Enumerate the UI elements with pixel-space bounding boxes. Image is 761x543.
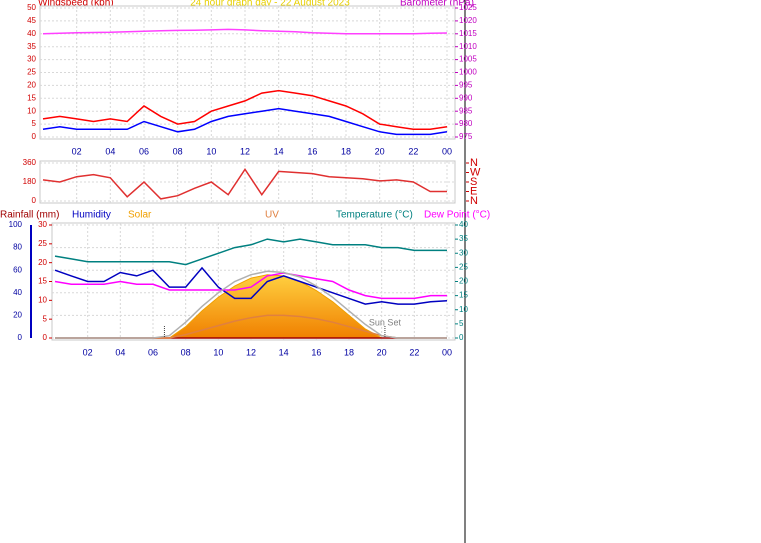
y-tick-label: 40 (13, 288, 22, 297)
y-tick-label: 25 (38, 239, 47, 248)
x-tick-label: 18 (341, 146, 351, 156)
x-tick-label: 08 (173, 146, 183, 156)
y-tick-label: 35 (459, 234, 468, 243)
x-tick-label: 00 (442, 347, 452, 357)
x-tick-label: 22 (408, 146, 418, 156)
y-tick-label: 30 (27, 55, 36, 64)
legend-label: Dew Point (°C) (424, 210, 490, 221)
y-tick-label: 10 (459, 305, 468, 314)
x-tick-label: 06 (148, 347, 158, 357)
series-line (42, 89, 448, 131)
y-tick-label: 980 (459, 119, 473, 128)
y-tick-label: 15 (27, 93, 36, 102)
x-tick-label: 10 (213, 347, 223, 357)
x-tick-label: 22 (409, 347, 419, 357)
legend-label: Temperature (°C) (336, 210, 413, 221)
y-tick-label: 50 (27, 3, 36, 12)
series-line (54, 266, 448, 305)
legend-label: Humidity (72, 210, 111, 221)
annotation: Sun Set (369, 317, 402, 327)
y-tick-label: 25 (27, 68, 36, 77)
y-tick-label: 80 (13, 243, 22, 252)
x-tick-label: 00 (442, 146, 452, 156)
y-tick-label: 0 (459, 333, 464, 342)
series-line (55, 270, 447, 339)
x-tick-label: 20 (375, 146, 385, 156)
series-line (42, 167, 447, 200)
y-tick-label: 0 (43, 333, 48, 342)
x-tick-label: 18 (344, 347, 354, 357)
y-tick-label: 20 (38, 258, 47, 267)
x-tick-label: 08 (181, 347, 191, 357)
y-tick-label: 35 (27, 42, 36, 51)
y-tick-label: 60 (13, 265, 22, 274)
y-tick-label: N (470, 195, 478, 207)
y-tick-label: 30 (459, 248, 468, 257)
y-tick-label: E (470, 185, 477, 197)
y-tick-label: 20 (27, 81, 36, 90)
series-line (54, 238, 447, 266)
y-tick-label: 985 (459, 106, 473, 115)
legend-label: Rainfall (mm) (0, 210, 59, 221)
y-axis-label: Windspeed (kph) (38, 0, 114, 9)
x-tick-label: 12 (246, 347, 256, 357)
y-tick-label: 10 (27, 106, 36, 115)
x-tick-label: 02 (72, 146, 82, 156)
series-line (42, 107, 448, 136)
y-tick-label: 990 (459, 93, 473, 102)
y-tick-label: 1020 (459, 16, 477, 25)
legend-label: UV (265, 210, 279, 221)
y-tick-label: 15 (459, 291, 468, 300)
y-tick-label: 30 (38, 220, 47, 229)
series-line (42, 28, 448, 35)
y-tick-label: 10 (38, 295, 47, 304)
x-tick-label: 02 (83, 347, 93, 357)
x-tick-label: 20 (377, 347, 387, 357)
x-tick-label: 04 (115, 347, 125, 357)
y-tick-label: 1015 (459, 29, 477, 38)
x-tick-label: 04 (105, 146, 115, 156)
y-tick-label: 20 (459, 277, 468, 286)
y-tick-label: 1025 (459, 3, 477, 12)
series-line (54, 272, 447, 300)
y-tick-label: 1000 (459, 68, 477, 77)
y-tick-label: 15 (38, 277, 47, 286)
y-tick-label: N (470, 157, 478, 169)
y-tick-label: 1010 (459, 42, 477, 51)
y-tick-label: 360 (23, 158, 37, 167)
x-tick-label: 14 (279, 347, 289, 357)
y-tick-label: 0 (32, 196, 37, 205)
legend-label: Solar (128, 210, 152, 221)
y-tick-label: S (470, 176, 477, 188)
x-tick-label: 16 (311, 347, 321, 357)
y-tick-label: 5 (32, 119, 37, 128)
y-tick-label: 5 (459, 319, 464, 328)
y-tick-label: 45 (27, 16, 36, 25)
x-tick-label: 14 (274, 146, 284, 156)
y2-axis-label: Barometer (hPa) (400, 0, 474, 9)
y-tick-label: 0 (32, 132, 37, 141)
x-tick-label: 06 (139, 146, 149, 156)
x-tick-label: 12 (240, 146, 250, 156)
y-tick-label: 40 (27, 29, 36, 38)
x-tick-label: 10 (206, 146, 216, 156)
y-tick-label: 1005 (459, 55, 477, 64)
y-tick-label: 975 (459, 132, 473, 141)
y-tick-label: 0 (18, 333, 23, 342)
y-tick-label: 40 (459, 220, 468, 229)
y-tick-label: 180 (23, 177, 37, 186)
y-tick-label: 20 (13, 311, 22, 320)
y-tick-label: 25 (459, 262, 468, 271)
chart-title: 24 hour graph day - 22 August 2023 (190, 0, 350, 9)
y-tick-label: 100 (9, 220, 23, 229)
y-tick-label: 5 (43, 314, 48, 323)
x-tick-label: 16 (307, 146, 317, 156)
y-tick-label: W (470, 166, 481, 178)
y-tick-label: 995 (459, 81, 473, 90)
